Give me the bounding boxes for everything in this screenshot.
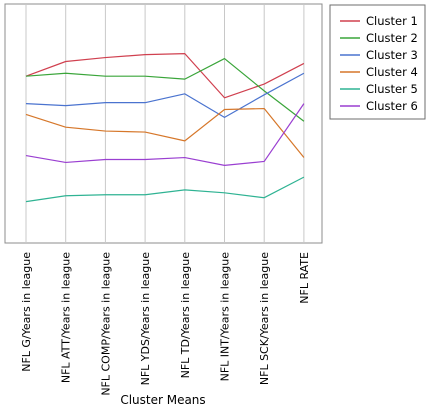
x-tick-labels: NFL G/Years in league NFL ATT/Years in le… [20,252,311,396]
grid-lines [25,4,305,243]
series-lines [25,53,305,203]
x-tick-label: NFL TD/Years in league [179,252,192,379]
x-tick-label: NFL YDS/Years in league [139,252,152,386]
legend-label: Cluster 6 [366,99,418,113]
x-tick-label: NFL RATE [298,252,311,304]
x-tick-label: NFL SCK/Years in league [258,252,271,385]
legend-label: Cluster 5 [366,82,418,96]
legend-box [329,4,426,120]
series-line-cluster-3 [25,72,305,118]
x-tick-label: NFL G/Years in league [20,252,33,372]
legend-label: Cluster 4 [366,65,418,79]
legend-label: Cluster 1 [366,14,418,28]
plot-frame [4,3,323,244]
series-line-cluster-5 [25,176,305,203]
x-tick-label: NFL INT/Years in league [219,252,232,382]
series-line-cluster-2 [25,57,305,122]
series-line-cluster-6 [25,103,305,166]
legend: Cluster 1 Cluster 2 Cluster 3 Cluster 4 Clus… [329,4,426,120]
series-line-cluster-4 [25,107,305,158]
legend-label: Cluster 3 [366,48,418,62]
legend-label: Cluster 2 [366,31,418,45]
x-tick-label: NFL ATT/Years in league [60,252,73,383]
series-line-cluster-1 [25,53,305,99]
x-axis-title: Cluster Means [120,393,205,407]
plot-border [4,3,323,244]
x-tick-label: NFL COMP/Years in league [99,252,112,396]
